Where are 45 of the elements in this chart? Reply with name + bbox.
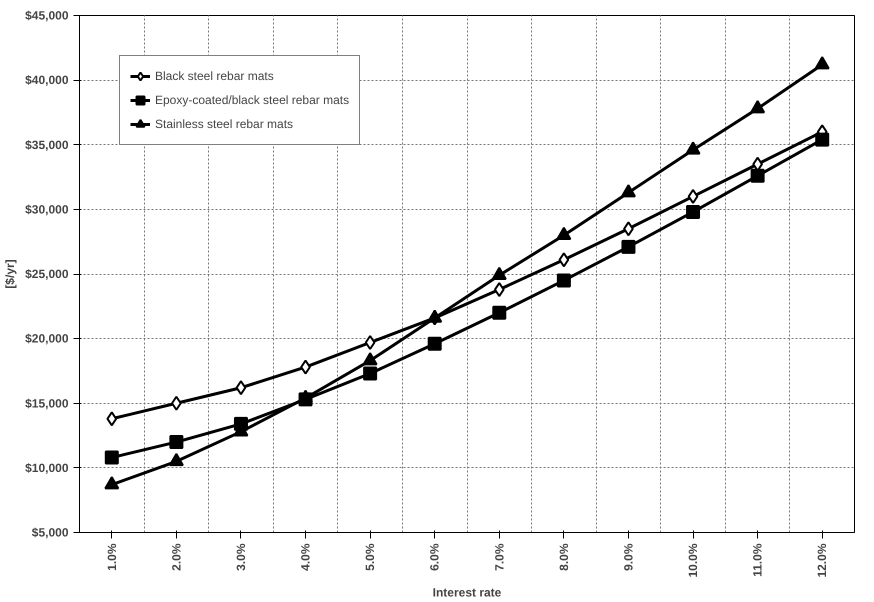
point	[494, 282, 505, 298]
x-tick-label: 7.0%	[492, 543, 506, 571]
point	[750, 168, 765, 183]
x-tick-label: 9.0%	[621, 543, 636, 571]
point	[688, 188, 698, 204]
x-axis-title: Interest rate	[432, 586, 502, 600]
legend-label: Stainless steel rebar mats	[155, 117, 294, 131]
y-tick-label: $40,000	[25, 73, 69, 88]
legend-label: Epoxy-coated/black steel rebar mats	[155, 93, 350, 107]
y-tick-label: $25,000	[25, 267, 69, 281]
x-tick-label: 11.0%	[750, 543, 765, 577]
y-tick-label: $5,000	[32, 526, 69, 540]
point	[428, 336, 442, 351]
point	[171, 396, 182, 411]
x-tick-label: 4.0%	[298, 543, 313, 571]
x-tick-label: 2.0%	[169, 543, 184, 571]
legend-label: Black steel rebar mats	[155, 69, 274, 83]
point	[364, 335, 376, 350]
y-tick-label: $10,000	[25, 460, 69, 475]
point	[558, 252, 570, 268]
x-tick-label: 6.0%	[428, 543, 442, 571]
point	[621, 240, 636, 254]
y-axis-title: [$/yr]	[3, 259, 18, 289]
point	[492, 306, 506, 320]
x-tick-label: 12.0%	[815, 543, 830, 578]
point	[104, 450, 119, 465]
point	[556, 273, 571, 288]
x-tick-label: 8.0%	[556, 543, 571, 571]
point	[106, 411, 118, 426]
point	[169, 435, 184, 450]
y-tick-label: $35,000	[25, 138, 69, 152]
y-tick-label: $20,000	[25, 332, 69, 346]
y-tick-label: $30,000	[25, 202, 69, 216]
x-tick-label: 1.0%	[104, 543, 119, 571]
y-tick-label: $15,000	[25, 396, 69, 410]
x-tick-label: 3.0%	[234, 543, 248, 571]
point	[363, 366, 378, 381]
x-tick-label: 5.0%	[363, 543, 378, 571]
point	[815, 132, 830, 147]
x-tick-label: 10.0%	[686, 543, 700, 578]
point	[300, 360, 311, 375]
y-tick-label: $45,000	[25, 8, 69, 22]
point	[686, 204, 700, 219]
point	[236, 380, 246, 396]
point	[623, 221, 634, 236]
